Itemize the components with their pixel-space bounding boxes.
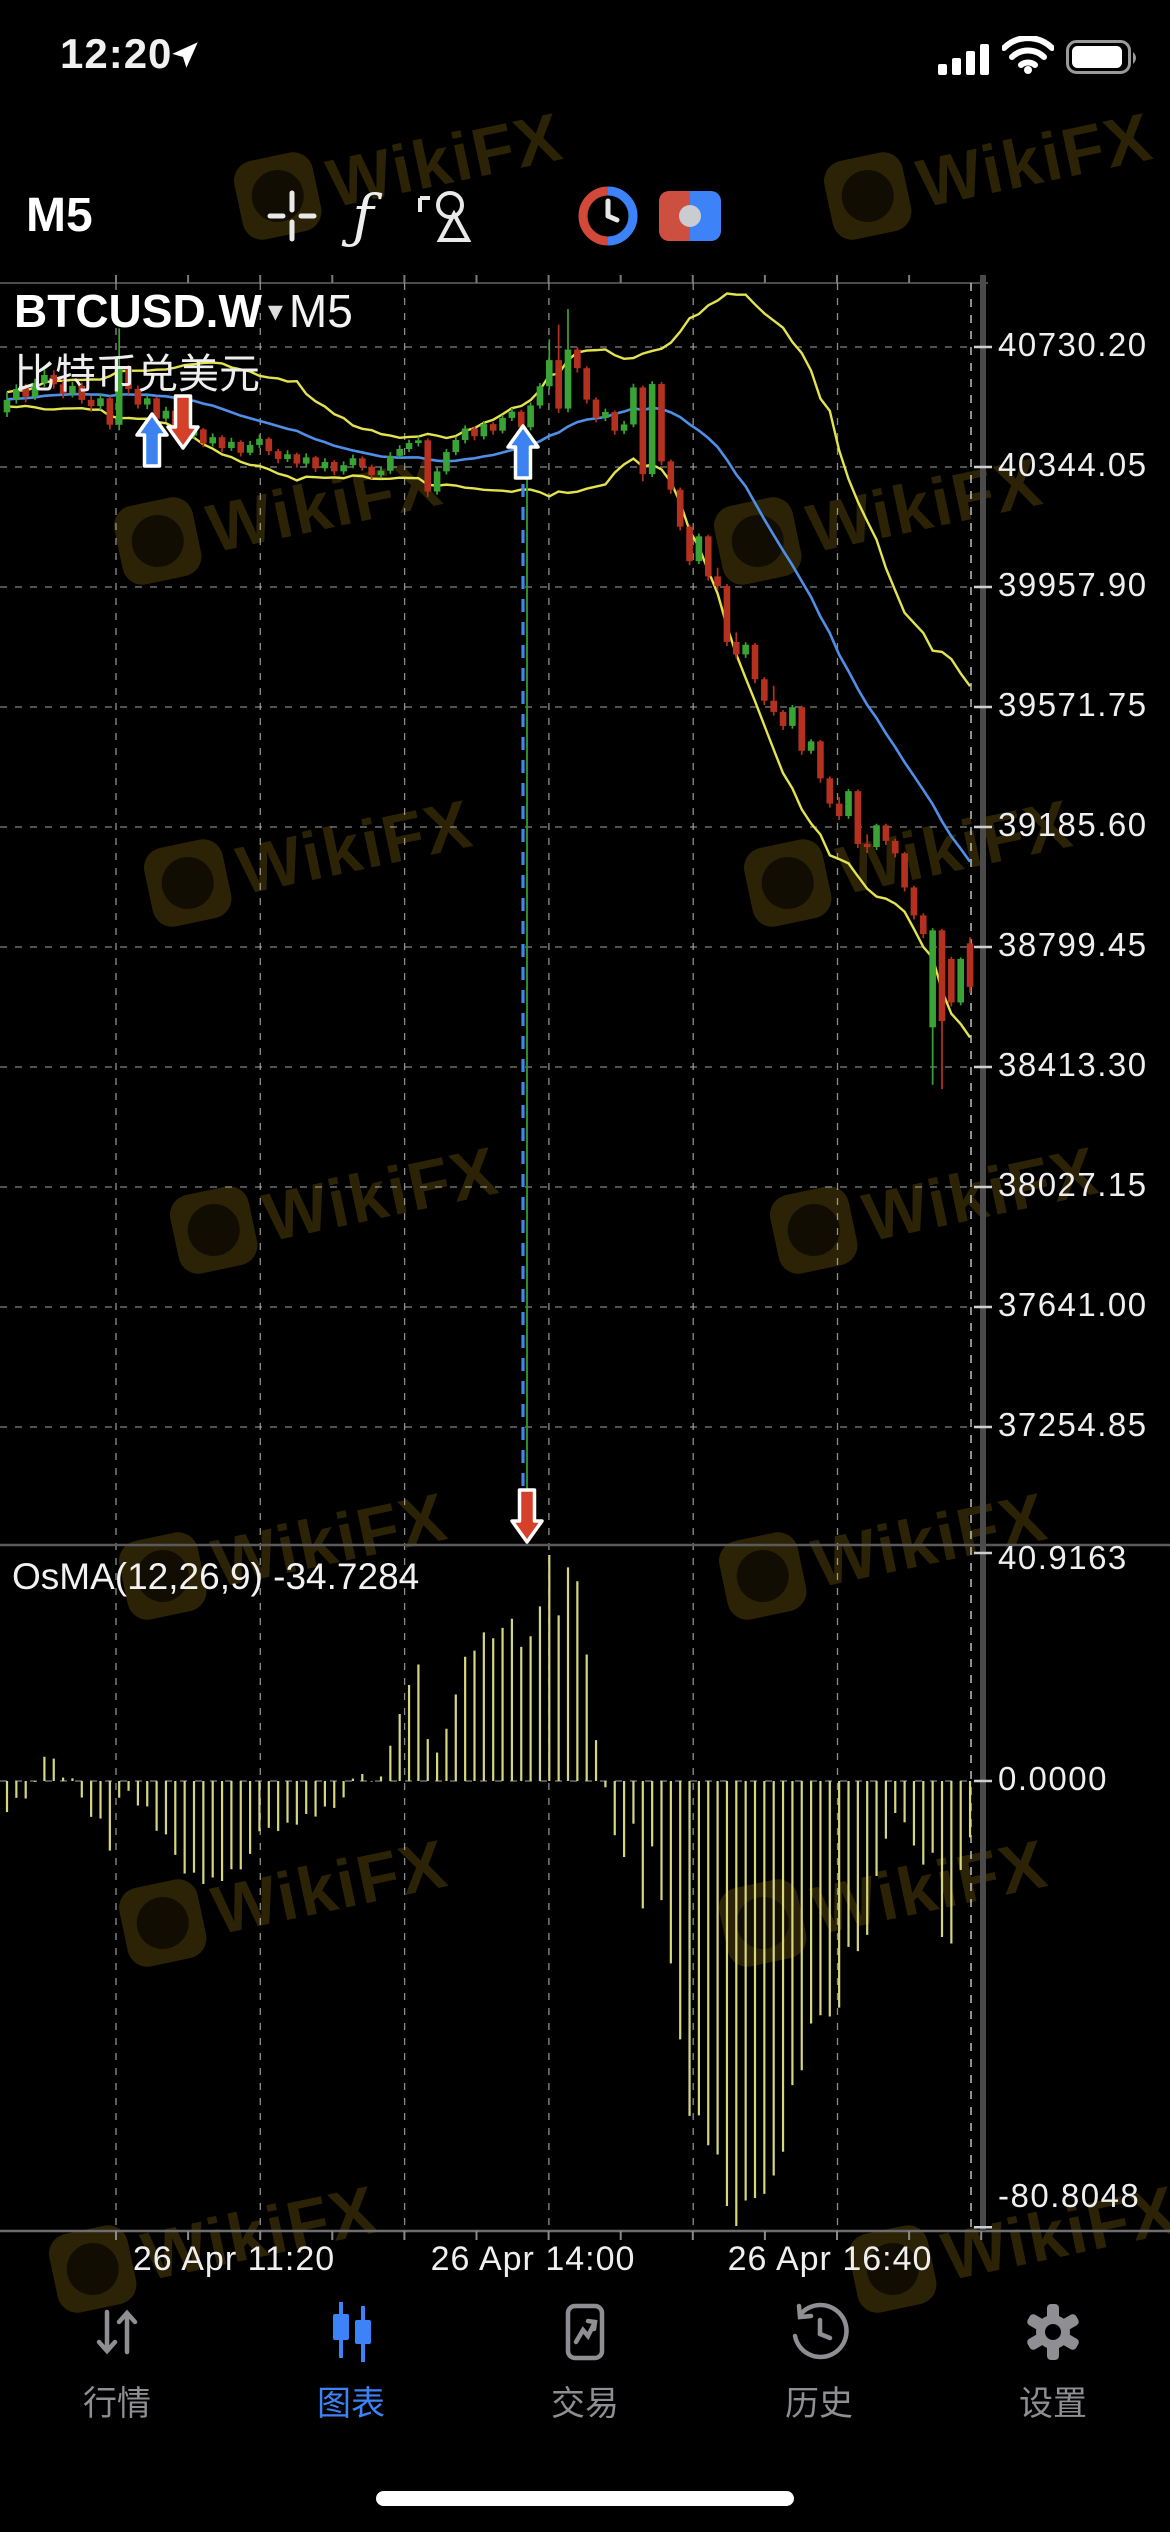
chart-toolbar: M5 ƒ bbox=[0, 176, 1170, 266]
bottom-tab-bar: 行情 图表 交易 bbox=[0, 2292, 1170, 2462]
symbol-name: BTCUSD.W bbox=[14, 285, 262, 337]
tab-quotes[interactable]: 行情 bbox=[0, 2292, 234, 2452]
buy-arrow-marker[interactable] bbox=[135, 412, 169, 468]
objects-icon[interactable] bbox=[407, 176, 477, 256]
osma-axis-max: 40.9163 bbox=[998, 1539, 1128, 1576]
tab-history[interactable]: 历史 bbox=[702, 2292, 936, 2452]
price-axis-label: 38027.15 bbox=[998, 1166, 1148, 1203]
indicator-clock-icon[interactable] bbox=[573, 176, 643, 256]
tab-trade[interactable]: 交易 bbox=[468, 2292, 702, 2452]
price-axis-label: 37641.00 bbox=[998, 1286, 1148, 1323]
osma-axis-zero: 0.0000 bbox=[998, 1760, 1108, 1797]
history-icon bbox=[702, 2300, 936, 2370]
timeframe-button[interactable]: M5 bbox=[26, 189, 93, 242]
buy-arrow-marker[interactable] bbox=[506, 424, 540, 480]
tab-charts[interactable]: 图表 bbox=[234, 2292, 468, 2452]
battery-icon bbox=[1066, 40, 1136, 74]
time-axis-label: 26 Apr 11:20 bbox=[132, 2240, 336, 2278]
chart-canvas[interactable] bbox=[0, 275, 1170, 2250]
cell-signal-icon bbox=[938, 44, 989, 75]
price-axis-label: 38799.45 bbox=[998, 926, 1148, 963]
settings-icon bbox=[936, 2300, 1170, 2370]
symbol-description: 比特币兑美元 bbox=[14, 351, 260, 397]
price-axis-label: 39571.75 bbox=[998, 686, 1148, 723]
status-time: 12:20 bbox=[60, 30, 173, 77]
price-axis-label: 40730.20 bbox=[998, 326, 1148, 363]
chevron-down-icon: ▾ bbox=[267, 295, 283, 328]
status-bar: 12:20 bbox=[0, 0, 1170, 110]
trade-icon bbox=[468, 2300, 702, 2370]
osma-axis-min: -80.8048 bbox=[998, 2177, 1141, 2214]
quotes-icon bbox=[0, 2300, 234, 2370]
sell-arrow-marker[interactable] bbox=[510, 1488, 544, 1544]
tab-label: 交易 bbox=[551, 2385, 619, 2423]
tab-label: 图表 bbox=[317, 2385, 385, 2423]
osma-indicator-label: OsMA(12,26,9) -34.7284 bbox=[12, 1556, 420, 1597]
sell-arrow-marker[interactable] bbox=[166, 394, 200, 450]
price-axis-label: 40344.05 bbox=[998, 446, 1148, 483]
wifi-icon bbox=[1002, 36, 1054, 74]
tab-settings[interactable]: 设置 bbox=[936, 2292, 1170, 2452]
price-axis-label: 39957.90 bbox=[998, 566, 1148, 603]
osma-current-value: -34.7284 bbox=[273, 1556, 420, 1597]
location-arrow-icon bbox=[172, 42, 198, 68]
function-indicator-icon[interactable]: ƒ bbox=[352, 182, 374, 250]
home-indicator[interactable] bbox=[376, 2491, 794, 2506]
charts-icon bbox=[234, 2300, 468, 2370]
price-axis-label: 38413.30 bbox=[998, 1046, 1148, 1083]
time-axis-label: 26 Apr 16:40 bbox=[727, 2240, 933, 2278]
price-axis-label: 37254.85 bbox=[998, 1406, 1148, 1443]
tab-label: 行情 bbox=[83, 2385, 151, 2423]
time-axis-label: 26 Apr 14:00 bbox=[430, 2240, 636, 2278]
tab-label: 历史 bbox=[785, 2385, 853, 2423]
price-axis-label: 39185.60 bbox=[998, 806, 1148, 843]
crosshair-icon[interactable] bbox=[257, 176, 327, 256]
tab-label: 设置 bbox=[1019, 2385, 1087, 2423]
chart-symbol-title[interactable]: BTCUSD.W ▾ M5 bbox=[14, 284, 353, 338]
chart-timeframe: M5 bbox=[288, 285, 353, 337]
trade-panel-icon[interactable] bbox=[655, 176, 725, 256]
